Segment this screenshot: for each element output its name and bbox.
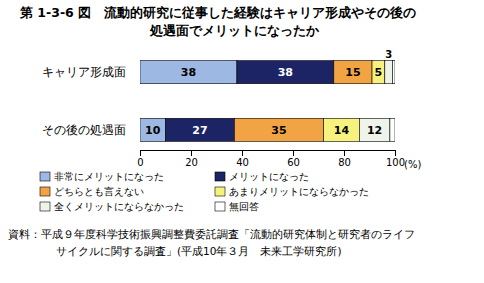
legend-label: 無回答 xyxy=(229,201,259,212)
data-label: 38 xyxy=(181,66,196,79)
bar-segment xyxy=(334,61,372,84)
tick: 80 xyxy=(338,150,351,168)
legend-item: どちらとも言えない xyxy=(40,186,144,197)
data-label: 35 xyxy=(271,124,286,137)
data-label: 5 xyxy=(375,66,383,79)
legend-swatch xyxy=(40,172,50,181)
bar-segment xyxy=(324,118,360,141)
y-axis: キャリア形成面その後の処遇面 xyxy=(42,65,126,137)
bars xyxy=(140,61,395,142)
category: その後の処遇面 xyxy=(42,123,126,137)
tick: 60 xyxy=(287,150,300,168)
legend-swatch xyxy=(215,172,225,181)
category: キャリア形成面 xyxy=(42,65,126,79)
bar-segment xyxy=(372,61,385,84)
tick-mark xyxy=(344,150,345,156)
tick: 40 xyxy=(236,150,249,168)
source: 資料：平成９年度科学技術振興調整費委託調査「流動的研究体制と研究者のライフサイク… xyxy=(8,228,415,258)
tick-label: 40 xyxy=(236,157,249,168)
data-label: 14 xyxy=(334,124,350,137)
x-axis: 0 20 40 60 80 100 xyxy=(137,150,405,168)
legend-swatch xyxy=(215,187,225,196)
tick-label: 100 xyxy=(386,157,405,168)
category-label: キャリア形成面 xyxy=(42,65,126,79)
bar-segment xyxy=(390,118,395,141)
legend-label: メリットになった xyxy=(229,171,309,182)
bar-segment xyxy=(140,61,237,84)
tick-label: 60 xyxy=(287,157,300,168)
legend-swatch xyxy=(40,202,50,211)
data-label: 10 xyxy=(145,124,161,137)
bar-segment xyxy=(166,118,235,141)
title: 第 1-3-6 図 流動的研究に従事した経験はキャリア形成やその後の処遇面でメリ… xyxy=(19,5,416,38)
tick-mark xyxy=(191,150,192,156)
legend: 非常にメリットになった メリットになったどちらとも言えない あまりメリットにならなか… xyxy=(40,171,369,212)
tick-mark xyxy=(293,150,294,156)
data-labels: 38 38 15 53 10 27 35 14 12 xyxy=(145,49,392,137)
data-label: 12 xyxy=(367,124,382,137)
bar-segment xyxy=(237,61,334,84)
data-label: 27 xyxy=(192,124,207,137)
legend-swatch xyxy=(40,187,50,196)
data-label: 38 xyxy=(278,66,293,79)
tick: 100 xyxy=(386,150,405,168)
legend-label: どちらとも言えない xyxy=(54,186,144,197)
chart: 第 1-3-6 図 流動的研究に従事した経験はキャリア形成やその後の処遇面でメリ… xyxy=(0,0,484,283)
bar-segment xyxy=(234,118,323,141)
tick: 20 xyxy=(185,150,198,168)
legend-swatch xyxy=(215,202,225,211)
category-label: その後の処遇面 xyxy=(42,123,126,137)
data-label: 3 xyxy=(385,49,392,60)
data-label: 15 xyxy=(345,66,360,79)
legend-item: あまりメリットにならなかった xyxy=(215,186,369,197)
bar-segment xyxy=(385,61,393,84)
legend-item: 無回答 xyxy=(215,201,259,212)
tick-mark xyxy=(140,150,141,156)
bar-segment xyxy=(140,118,166,141)
legend-label: あまりメリットにならなかった xyxy=(229,186,369,197)
tick-mark xyxy=(242,150,243,156)
legend-label: 非常にメリットになった xyxy=(54,171,164,182)
bar-segment xyxy=(392,61,395,84)
legend-item: 全くメリットにならなかった xyxy=(40,201,184,212)
legend-item: メリットになった xyxy=(215,171,309,182)
legend-label: 全くメリットにならなかった xyxy=(54,201,184,212)
legend-item: 非常にメリットになった xyxy=(40,171,164,182)
axis-title: (%) xyxy=(404,159,421,170)
bar-segment xyxy=(359,118,390,141)
tick: 0 xyxy=(137,150,143,168)
tick-mark xyxy=(395,150,396,156)
tick-label: 20 xyxy=(185,157,198,168)
axis-line xyxy=(141,150,396,151)
tick-label: 0 xyxy=(137,157,143,168)
tick-label: 80 xyxy=(338,157,351,168)
